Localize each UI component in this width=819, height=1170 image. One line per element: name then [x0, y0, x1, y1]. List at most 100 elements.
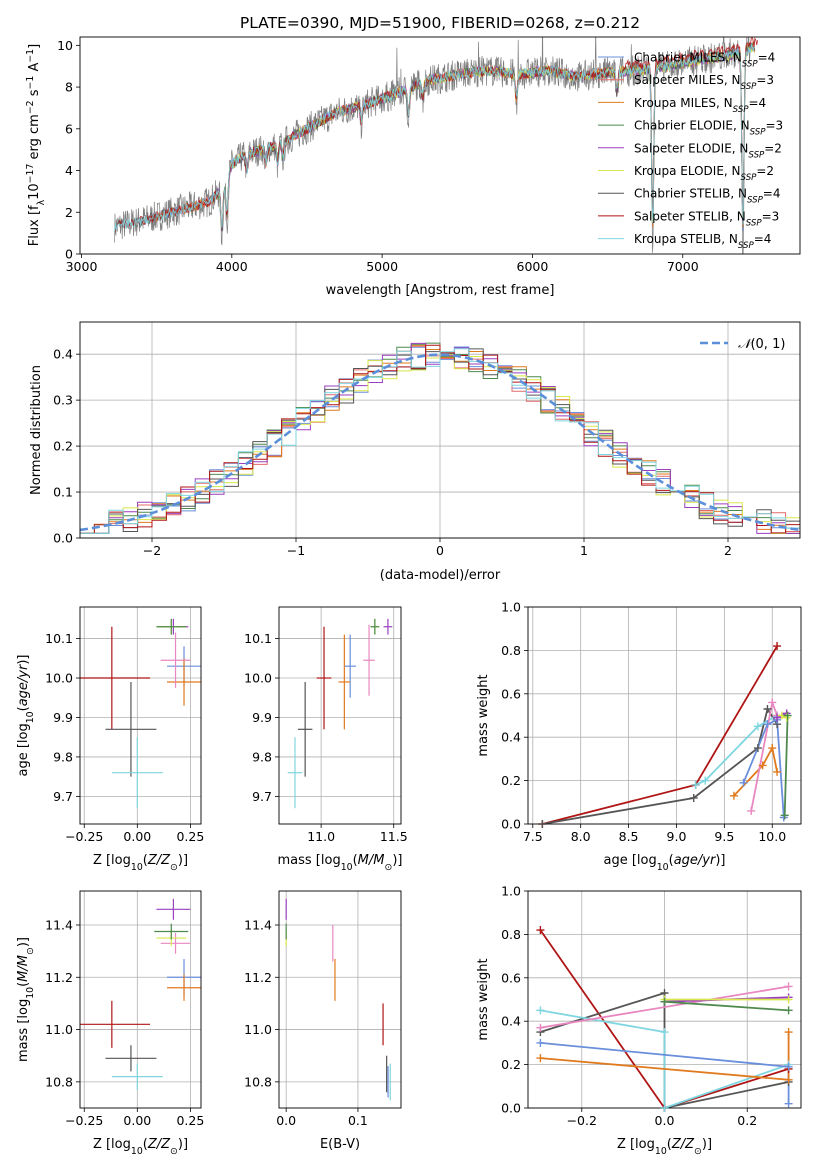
weight-marker — [773, 713, 782, 722]
x-tick-label: 0.25 — [176, 829, 204, 844]
y-tick-label: 10.0 — [45, 671, 73, 686]
y-axis-label: Normed distribution — [29, 365, 44, 495]
weight-marker — [783, 711, 792, 720]
x-tick-label: 11.0 — [307, 829, 335, 844]
figure-title: PLATE=0390, MJD=51900, FIBERID=0268, z=0… — [240, 14, 640, 32]
y-tick-label: 11.0 — [45, 1022, 73, 1037]
axes-residuals: −2 −1 0 1 2 0.0 0.1 0.2 0.3 0.4 𝒩(0, 1) (data-model… — [29, 321, 801, 583]
y-tick-label: 1.0 — [501, 884, 521, 899]
x-tick-label: 8.5 — [619, 829, 639, 844]
x-axis-label: mass [log10(M/M⊙)] — [278, 853, 403, 873]
weight-marker — [784, 1075, 793, 1084]
weight-marker — [773, 642, 782, 651]
axes-weight_vs_Z: −0.2 0.0 0.2 0.0 0.2 0.4 0.6 0.8 1.0 Z [log10(Z/Z… — [476, 884, 802, 1157]
y-tick-label: 4 — [65, 163, 73, 178]
weight-marker — [758, 761, 767, 770]
x-tick-label: 11.5 — [380, 829, 408, 844]
plot-area-mass_vs_ebv — [285, 898, 391, 1101]
legend-entry: Kroupa ELODIE, NSSP=2 — [634, 164, 774, 183]
spectrum-model-line — [114, 43, 756, 233]
plot-area-spectrum — [114, 37, 759, 254]
y-tick-label: 9.8 — [252, 749, 272, 764]
weight-marker — [536, 1038, 545, 1047]
y-tick-label: 0.4 — [501, 730, 521, 745]
weight-marker — [660, 997, 669, 1006]
plot-area-mass_vs_Z — [80, 898, 201, 1090]
y-tick-label: 0.0 — [501, 817, 521, 832]
x-tick-label: 0 — [436, 543, 444, 558]
y-tick-label: 2 — [65, 205, 73, 220]
weight-marker — [768, 744, 777, 753]
x-axis-label: age [log10(age/yr)] — [603, 853, 725, 873]
y-tick-label: 9.8 — [53, 749, 73, 764]
x-axis-label: E(B-V) — [320, 1137, 360, 1152]
y-tick-label: 10.1 — [244, 631, 272, 646]
spectrum-legend: Chabrier MILES, NSSP=4 Salpeter MILES, NS… — [598, 51, 783, 251]
x-axis-label: Z [log10(Z/Z⊙)] — [93, 1137, 188, 1157]
y-tick-label: 11.4 — [244, 917, 272, 932]
weight-marker — [660, 1028, 669, 1037]
x-tick-label: 0.0 — [655, 1113, 675, 1128]
legend-entry: 𝒩(0, 1) — [738, 337, 785, 352]
x-axis-label: Z [log10(Z/Z⊙)] — [93, 853, 188, 873]
legend-entry: Salpeter MILES, NSSP=3 — [634, 73, 774, 92]
y-tick-label: 0.2 — [53, 439, 73, 454]
weight-marker — [536, 1054, 545, 1063]
y-tick-label: 10 — [57, 38, 73, 53]
weight-marker — [784, 995, 793, 1004]
weight-marker — [538, 820, 547, 828]
weight-line — [742, 718, 785, 818]
weight-marker — [784, 1099, 793, 1108]
x-tick-label: 9.0 — [667, 829, 687, 844]
x-axis-label: wavelength [Angstrom, rest frame] — [326, 283, 555, 298]
y-tick-label: 0.3 — [53, 393, 73, 408]
axes-frame — [278, 890, 402, 1109]
weight-marker — [784, 1006, 793, 1015]
weight-marker — [689, 793, 698, 802]
weight-line — [542, 706, 778, 824]
y-tick-label: 10.0 — [244, 671, 272, 686]
x-tick-label: 8.0 — [571, 829, 591, 844]
axes-frame — [79, 36, 801, 255]
legend-entry: Chabrier STELIB, NSSP=4 — [634, 187, 781, 206]
weight-marker — [536, 1006, 545, 1015]
y-tick-label: 10.8 — [45, 1074, 73, 1089]
legend-entry: Kroupa MILES, NSSP=4 — [634, 96, 766, 115]
weight-marker — [739, 778, 748, 787]
x-tick-label: 3000 — [66, 259, 98, 274]
weight-marker — [784, 1062, 793, 1071]
plot-area-residuals — [80, 342, 800, 534]
y-tick-label: 9.9 — [252, 710, 272, 725]
plot-area-age_vs_Z — [80, 618, 201, 809]
x-axis-label: (data-model)/error — [380, 568, 501, 583]
weight-line — [540, 985, 789, 1029]
y-tick-label: 9.7 — [252, 789, 272, 804]
weight-marker — [729, 791, 738, 800]
y-tick-label: 0 — [65, 247, 73, 262]
y-tick-label: 1.0 — [501, 600, 521, 615]
axes-mass_vs_Z: −0.25 0.00 0.25 10.8 11.0 11.2 11.4 Z [log10(Z/… — [16, 890, 204, 1157]
y-tick-label: 11.0 — [244, 1022, 272, 1037]
axes-frame — [79, 606, 202, 825]
weight-marker — [773, 767, 782, 776]
weight-marker — [784, 1028, 793, 1037]
y-tick-label: 11.4 — [45, 917, 73, 932]
axes-weight_vs_age: 7.5 8.0 8.5 9.0 9.5 10.0 0.0 0.2 0.4 0.6 0.8 1.0 age… — [476, 600, 802, 873]
axes-spectrum: 3000 4000 5000 6000 7000 0 2 4 6 8 10 Chabrier MILE… — [25, 36, 801, 298]
y-tick-label: 8 — [65, 80, 73, 95]
x-tick-label: 10.0 — [758, 829, 786, 844]
y-tick-label: 9.7 — [53, 789, 73, 804]
y-tick-label: 6 — [65, 121, 73, 136]
axes-age_vs_mass: 11.0 11.5 9.7 9.8 9.9 10.0 10.1 mass [log10(M/M… — [244, 606, 408, 873]
axes-frame — [527, 606, 802, 825]
x-tick-label: −0.25 — [65, 1113, 103, 1128]
y-tick-label: 10.8 — [244, 1074, 272, 1089]
y-tick-label: 0.2 — [501, 1057, 521, 1072]
weight-marker — [701, 776, 710, 785]
weight-marker — [691, 780, 700, 789]
axes-age_vs_Z: −0.25 0.00 0.25 9.7 9.8 9.9 10.0 10.1 Z [log10(Z… — [16, 606, 204, 873]
weight-line — [540, 1009, 789, 1108]
weight-marker — [536, 926, 545, 935]
x-tick-label: 0.00 — [123, 829, 151, 844]
